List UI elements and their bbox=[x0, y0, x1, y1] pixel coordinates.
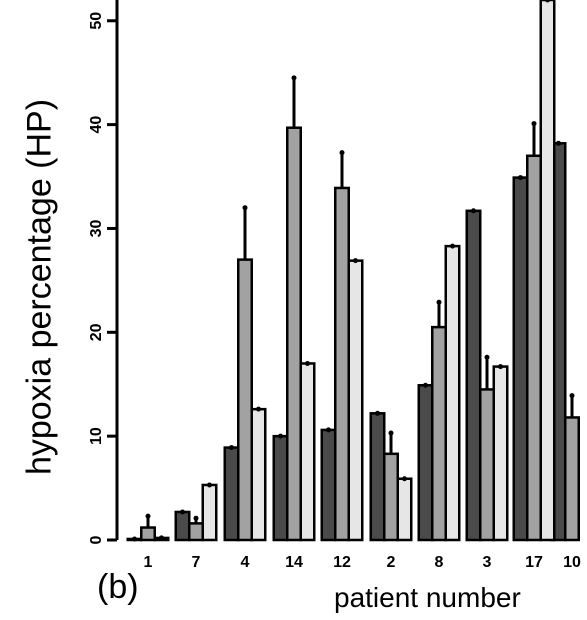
bar-cap bbox=[278, 433, 283, 439]
bar-cap bbox=[556, 140, 561, 146]
bars bbox=[126, 0, 580, 542]
bar-series3-7 bbox=[201, 483, 218, 542]
x-tick-label: 8 bbox=[435, 554, 444, 571]
bar-cap bbox=[256, 406, 261, 412]
y-axis: 0 10 20 30 40 50 bbox=[88, 0, 119, 544]
bar-series2-2 bbox=[383, 452, 399, 542]
x-axis-label: patient number bbox=[334, 582, 521, 613]
panel-label: (b) bbox=[97, 568, 139, 606]
x-tick-label: 1 bbox=[144, 554, 153, 571]
bar-cap bbox=[498, 364, 503, 370]
bar-cap bbox=[471, 208, 476, 214]
y-tick-label: 20 bbox=[88, 323, 105, 341]
error-cap bbox=[339, 150, 345, 156]
x-tick-label: 4 bbox=[241, 554, 250, 571]
bar-series2-17 bbox=[526, 154, 542, 542]
x-tick-label: 12 bbox=[333, 554, 351, 571]
error-cap bbox=[193, 515, 199, 521]
bar-cap bbox=[375, 410, 380, 416]
bar-series3-17 bbox=[539, 0, 556, 542]
error-cap bbox=[145, 513, 151, 519]
error-cap bbox=[291, 75, 297, 81]
bar-cap bbox=[353, 258, 358, 264]
bar-series1-17 bbox=[512, 176, 529, 542]
bar-series3-8 bbox=[444, 244, 461, 542]
bar-cap bbox=[180, 509, 185, 515]
y-tick-label: 50 bbox=[88, 12, 105, 30]
bar-series1-4 bbox=[223, 446, 240, 542]
error-cap bbox=[436, 299, 442, 305]
bar-series2-10 bbox=[564, 416, 580, 542]
y-tick-label: 40 bbox=[88, 116, 105, 134]
error-cap bbox=[242, 205, 248, 211]
error-cap bbox=[531, 121, 537, 127]
x-tick-label: 10 bbox=[563, 554, 581, 571]
error-cap bbox=[388, 430, 394, 436]
bar-series1-7 bbox=[174, 510, 191, 542]
bar-cap bbox=[159, 535, 164, 541]
y-tick-label: 30 bbox=[88, 219, 105, 237]
bar-series1-12 bbox=[320, 428, 337, 542]
bar-cap bbox=[518, 175, 523, 181]
bar-series2-7 bbox=[188, 522, 204, 542]
x-tick-label: 7 bbox=[192, 554, 201, 571]
bar-series3-3 bbox=[492, 365, 509, 542]
bar-series2-8 bbox=[431, 325, 447, 542]
bar-series2-1 bbox=[140, 526, 156, 542]
bar-series3-4 bbox=[250, 407, 267, 542]
bar-cap bbox=[402, 476, 407, 482]
bar-series1-3 bbox=[465, 209, 482, 542]
y-tick-label: 10 bbox=[88, 427, 105, 445]
bar-cap bbox=[450, 243, 455, 249]
y-tick-label: 0 bbox=[88, 535, 105, 544]
bar-cap bbox=[545, 0, 550, 3]
bar-series3-12 bbox=[347, 259, 364, 542]
bar-cap bbox=[326, 427, 331, 433]
bar-cap bbox=[229, 445, 234, 451]
bar-series2-3 bbox=[479, 388, 495, 542]
bar-series1-8 bbox=[417, 384, 434, 542]
bar-series2-12 bbox=[334, 186, 350, 542]
bar-series3-14 bbox=[299, 362, 316, 542]
error-cap bbox=[484, 354, 490, 360]
x-tick-label: 14 bbox=[285, 554, 303, 571]
bar-series2-4 bbox=[237, 258, 253, 542]
y-axis-label: hypoxia percentage (HP) bbox=[20, 98, 59, 476]
error-cap bbox=[569, 393, 575, 399]
bar-series1-2 bbox=[369, 412, 386, 542]
bar-cap bbox=[207, 482, 212, 488]
bar-series3-2 bbox=[396, 477, 413, 542]
x-tick-label: 17 bbox=[525, 554, 543, 571]
x-tick-labels: 1 7 4 14 12 2 8 3 17 10 bbox=[144, 554, 581, 571]
bar-cap bbox=[132, 536, 137, 542]
bar-cap bbox=[423, 382, 428, 388]
bar-series1-14 bbox=[272, 434, 289, 542]
bar-series2-14 bbox=[286, 126, 302, 542]
x-tick-label: 2 bbox=[387, 554, 396, 571]
x-tick-label: 3 bbox=[483, 554, 492, 571]
bar-cap bbox=[305, 360, 310, 366]
